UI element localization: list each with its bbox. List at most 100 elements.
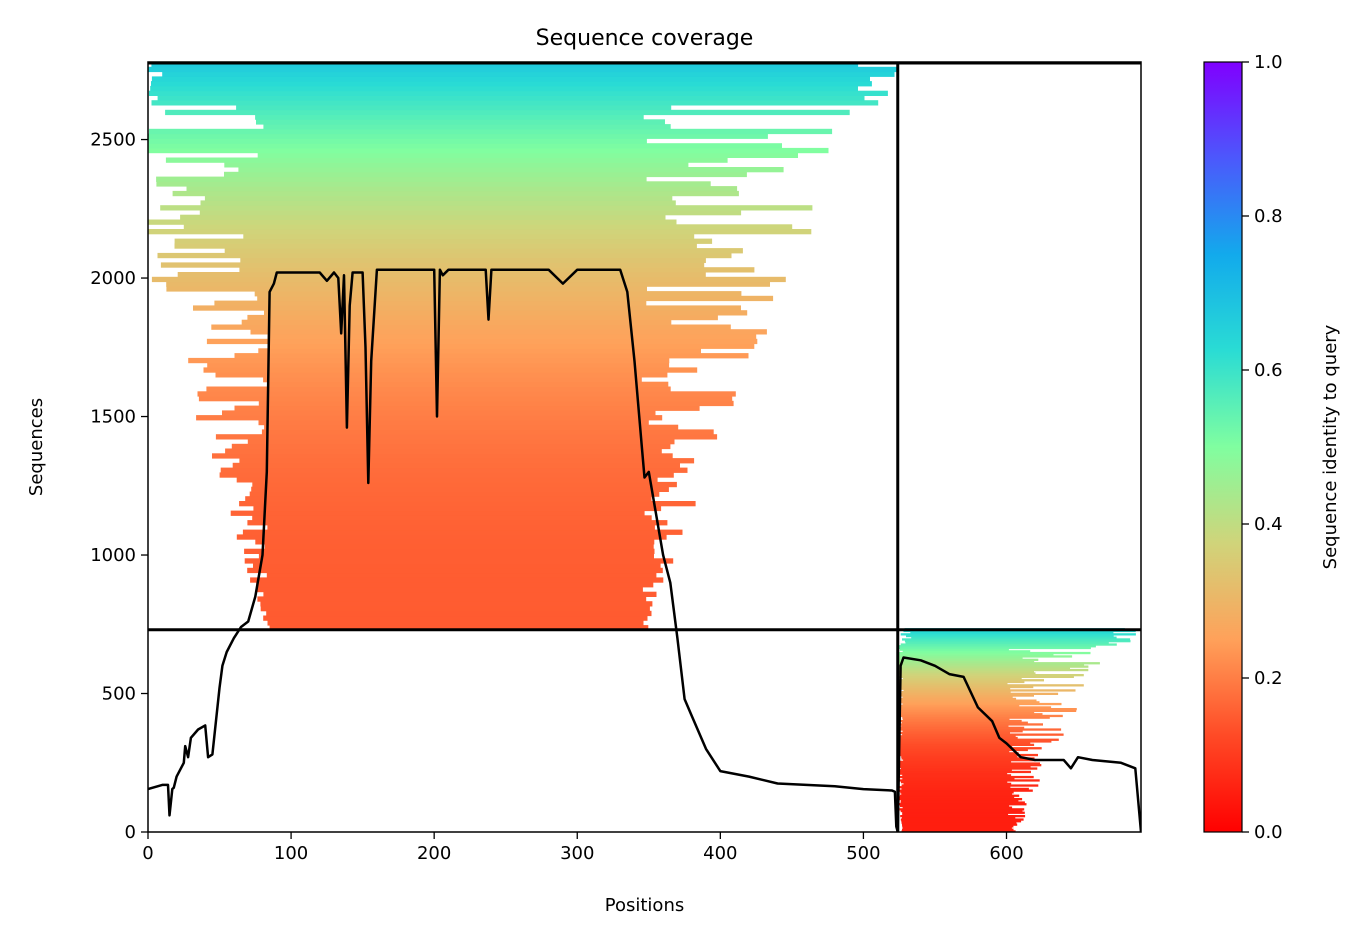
- sequence-band: [897, 682, 1008, 685]
- sequence-band: [897, 697, 1017, 701]
- sequence-band: [900, 791, 1014, 794]
- sequence-band: [256, 582, 654, 588]
- sequence-band: [897, 747, 1042, 750]
- sequence-band: [897, 708, 1077, 711]
- sequence-band: [902, 811, 1025, 814]
- sequence-band: [901, 792, 1013, 796]
- sequence-band: [204, 195, 673, 201]
- sequence-band: [901, 691, 1011, 694]
- sequence-band: [151, 62, 859, 68]
- x-tick-label: 600: [989, 843, 1023, 864]
- sequence-band: [897, 748, 1028, 752]
- x-tick-label: 100: [274, 843, 308, 864]
- sequence-band: [257, 152, 798, 158]
- sequence-band: [897, 726, 1025, 729]
- sequence-band: [198, 396, 733, 402]
- sequence-band: [897, 752, 1019, 755]
- sequence-band: [166, 281, 770, 287]
- sequence-band: [899, 796, 1015, 799]
- sequence-band: [245, 496, 652, 502]
- sequence-band: [200, 200, 676, 206]
- sequence-band: [902, 777, 1015, 780]
- sequence-band: [897, 675, 1074, 678]
- sequence-band: [236, 534, 667, 540]
- sequence-band: [903, 782, 1012, 785]
- sequence-band: [215, 434, 718, 440]
- sequence-band: [225, 448, 662, 454]
- sequence-band: [902, 650, 1031, 653]
- sequence-band: [148, 147, 829, 154]
- sequence-band: [258, 400, 734, 407]
- sequence-band: [253, 563, 661, 569]
- sequence-band: [901, 784, 1039, 787]
- sequence-band: [902, 813, 1009, 816]
- sequence-band: [236, 477, 658, 483]
- sequence-band: [902, 826, 1012, 830]
- sequence-band: [234, 353, 749, 359]
- sequence-band: [156, 176, 647, 182]
- sequence-band: [244, 558, 674, 564]
- sequence-band: [257, 586, 643, 593]
- sequence-band: [905, 641, 1109, 644]
- sequence-band: [897, 680, 1025, 684]
- sequence-band: [901, 757, 1035, 760]
- sequence-band: [900, 809, 1023, 813]
- sequence-band: [166, 286, 647, 292]
- sequence-band: [263, 591, 657, 597]
- x-tick-label: 0: [142, 843, 153, 864]
- x-tick-label: 400: [703, 843, 737, 864]
- sequence-band: [252, 481, 677, 488]
- sequence-band: [148, 90, 888, 96]
- sequence-band: [160, 262, 705, 268]
- sequence-band: [212, 453, 673, 459]
- sequence-band: [165, 109, 850, 116]
- sequence-band: [902, 774, 1012, 777]
- colorbar-tick-label: 1.0: [1254, 52, 1283, 73]
- sequence-band: [900, 801, 1025, 804]
- y-tick-label: 500: [102, 684, 136, 705]
- sequence-band: [903, 759, 1036, 762]
- sequence-band: [897, 684, 1084, 687]
- sequence-band: [897, 663, 1085, 667]
- sequence-band: [900, 767, 1038, 770]
- x-axis: 0 100 200 300 400 500 600: [142, 832, 1024, 864]
- sequence-band: [197, 391, 736, 397]
- sequence-band: [901, 821, 1017, 825]
- sequence-band: [899, 803, 1027, 806]
- sequence-band: [268, 381, 669, 387]
- sequence-band: [231, 443, 671, 450]
- sequence-band: [897, 765, 1031, 768]
- sequence-band: [254, 291, 742, 297]
- sequence-band: [901, 725, 1009, 728]
- sequence-band: [157, 95, 865, 101]
- coverage-block-2: [897, 628, 1136, 832]
- sequence-band: [899, 798, 1023, 801]
- sequence-band: [897, 770, 1031, 774]
- sequence-band: [162, 71, 895, 77]
- coverage-line: [148, 268, 1141, 832]
- sequence-band: [897, 657, 1023, 660]
- sequence-band: [902, 823, 1018, 826]
- sequence-band: [150, 85, 858, 92]
- sequence-band: [157, 252, 732, 259]
- sequence-band: [148, 66, 898, 73]
- sequence-band: [219, 472, 674, 478]
- sequence-band: [148, 133, 768, 139]
- sequence-band: [234, 405, 700, 411]
- sequence-band: [897, 762, 1040, 765]
- sequence-band: [193, 305, 741, 311]
- sequence-band: [897, 750, 1010, 753]
- sequence-band: [898, 779, 1040, 782]
- sequence-band: [897, 719, 1022, 723]
- sequence-band: [899, 794, 1020, 797]
- sequence-band: [214, 300, 647, 306]
- x-tick-label: 500: [846, 843, 880, 864]
- sequence-band: [897, 753, 1038, 757]
- sequence-band: [906, 634, 1114, 638]
- sequence-band: [266, 572, 657, 578]
- sequence-band: [249, 491, 660, 497]
- coverage-heatmap: [148, 62, 1136, 832]
- sequence-band: [902, 677, 1022, 680]
- y-axis-label: Sequences: [26, 398, 47, 496]
- sequence-band: [897, 699, 1037, 702]
